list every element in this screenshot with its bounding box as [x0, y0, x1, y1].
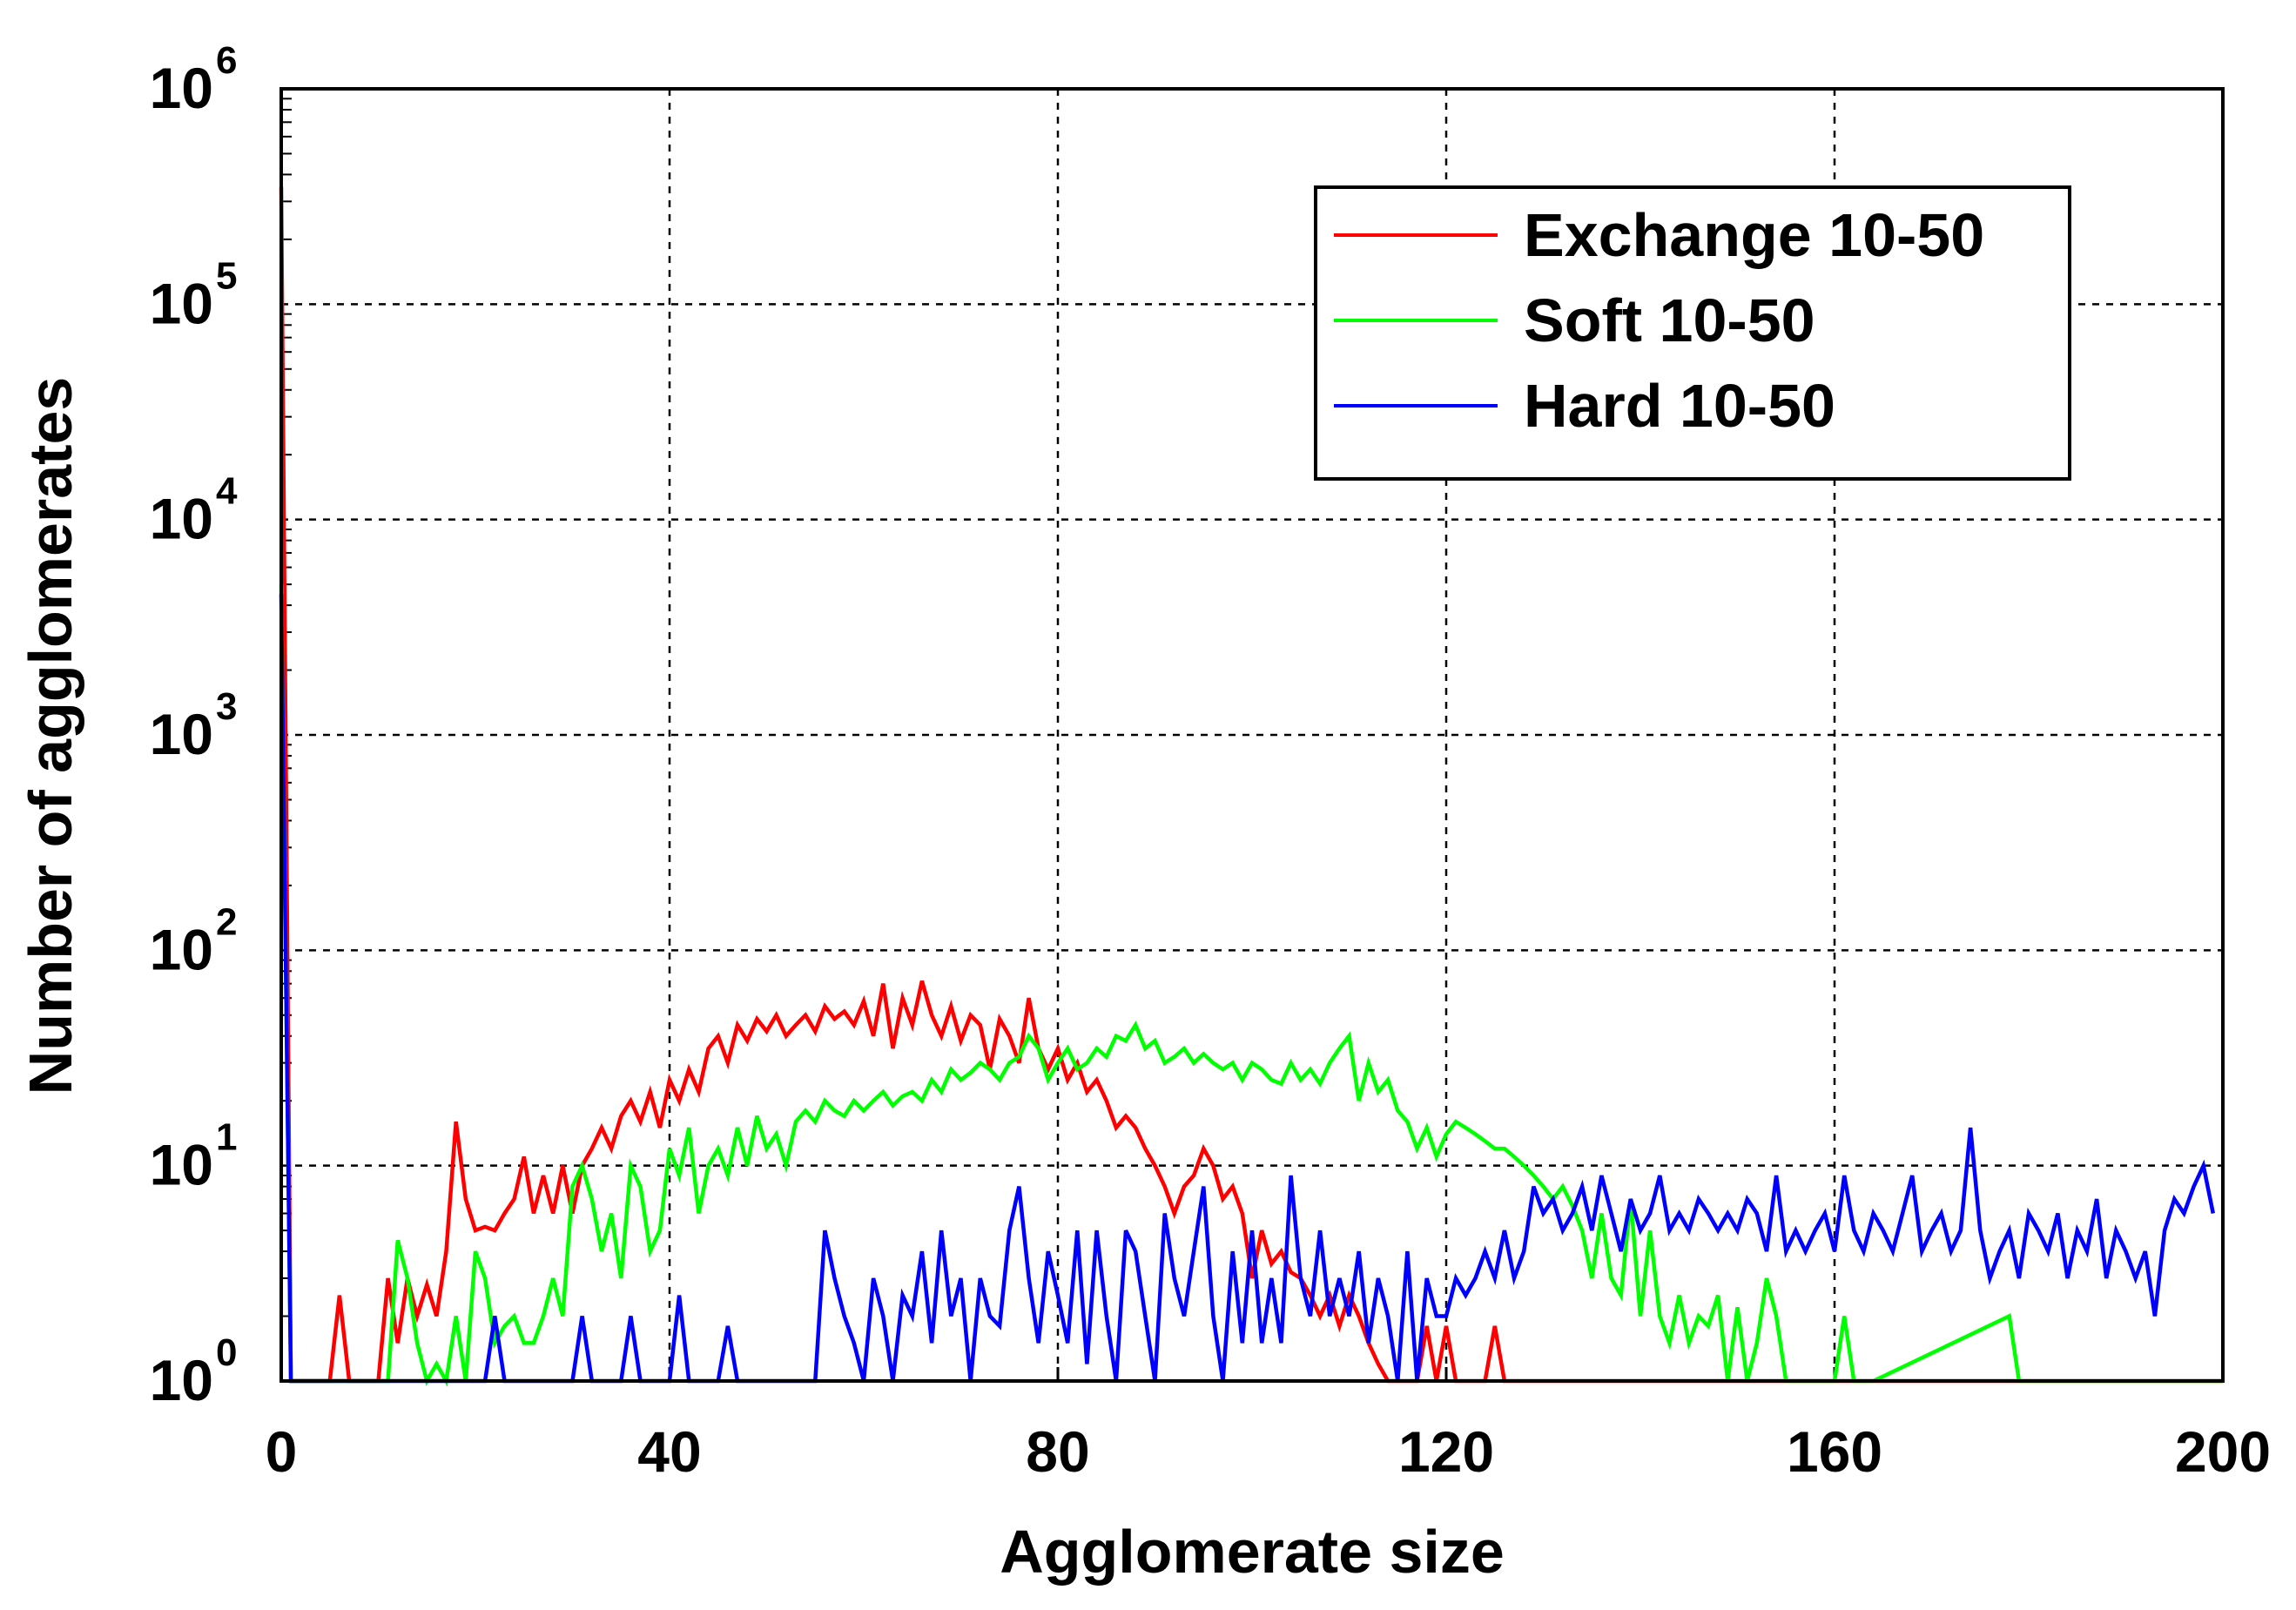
y-tick-exponent: 2: [216, 900, 237, 943]
series-line-hard: [279, 594, 2216, 1384]
y-tick-label: 10 0: [150, 1331, 238, 1412]
series-line-soft: [279, 584, 2223, 1387]
y-tick-label: 10 2: [150, 900, 238, 981]
legend-label-hard: Hard 10-50: [1524, 372, 1835, 440]
y-tick-base: 10: [150, 917, 213, 981]
y-tick-base: 10: [150, 1133, 213, 1197]
x-tick-label: 200: [2175, 1419, 2271, 1484]
y-tick-exponent: 5: [216, 254, 237, 297]
y-tick-label: 10 3: [150, 685, 238, 766]
y-tick-exponent: 3: [216, 685, 237, 728]
y-tick-exponent: 4: [216, 470, 238, 513]
series-lines: [279, 186, 2223, 1387]
y-tick-base: 10: [150, 271, 213, 335]
y-tick-exponent: 1: [216, 1116, 237, 1159]
y-tick-label: 10 1: [150, 1116, 238, 1197]
x-tick-label: 0: [266, 1419, 298, 1484]
y-tick-exponent: 0: [216, 1331, 237, 1374]
x-tick-label: 40: [637, 1419, 701, 1484]
y-tick-exponent: 6: [216, 39, 237, 82]
y-tick-label: 10 5: [150, 254, 238, 335]
legend: Exchange 10-50 Soft 10-50 Hard 10-50: [1314, 185, 2071, 481]
y-tick-label: 10 6: [150, 39, 238, 120]
series-line-exchange: [279, 186, 2223, 1384]
x-tick-label: 80: [1026, 1419, 1089, 1484]
plot-frame: [279, 87, 2225, 1383]
legend-label-soft: Soft 10-50: [1524, 286, 1815, 354]
y-tick-base: 10: [150, 702, 213, 766]
x-axis-label: Agglomerate size: [1000, 1518, 1505, 1586]
legend-label-exchange: Exchange 10-50: [1524, 201, 1984, 269]
y-tick-base: 10: [150, 56, 213, 120]
x-tick-label: 120: [1398, 1419, 1494, 1484]
y-tick-base: 10: [150, 487, 213, 551]
y-tick-base: 10: [150, 1348, 213, 1412]
y-axis-label: Number of agglomerates: [17, 377, 84, 1095]
y-tick-label: 10 4: [150, 470, 238, 551]
x-tick-label: 160: [1787, 1419, 1882, 1484]
